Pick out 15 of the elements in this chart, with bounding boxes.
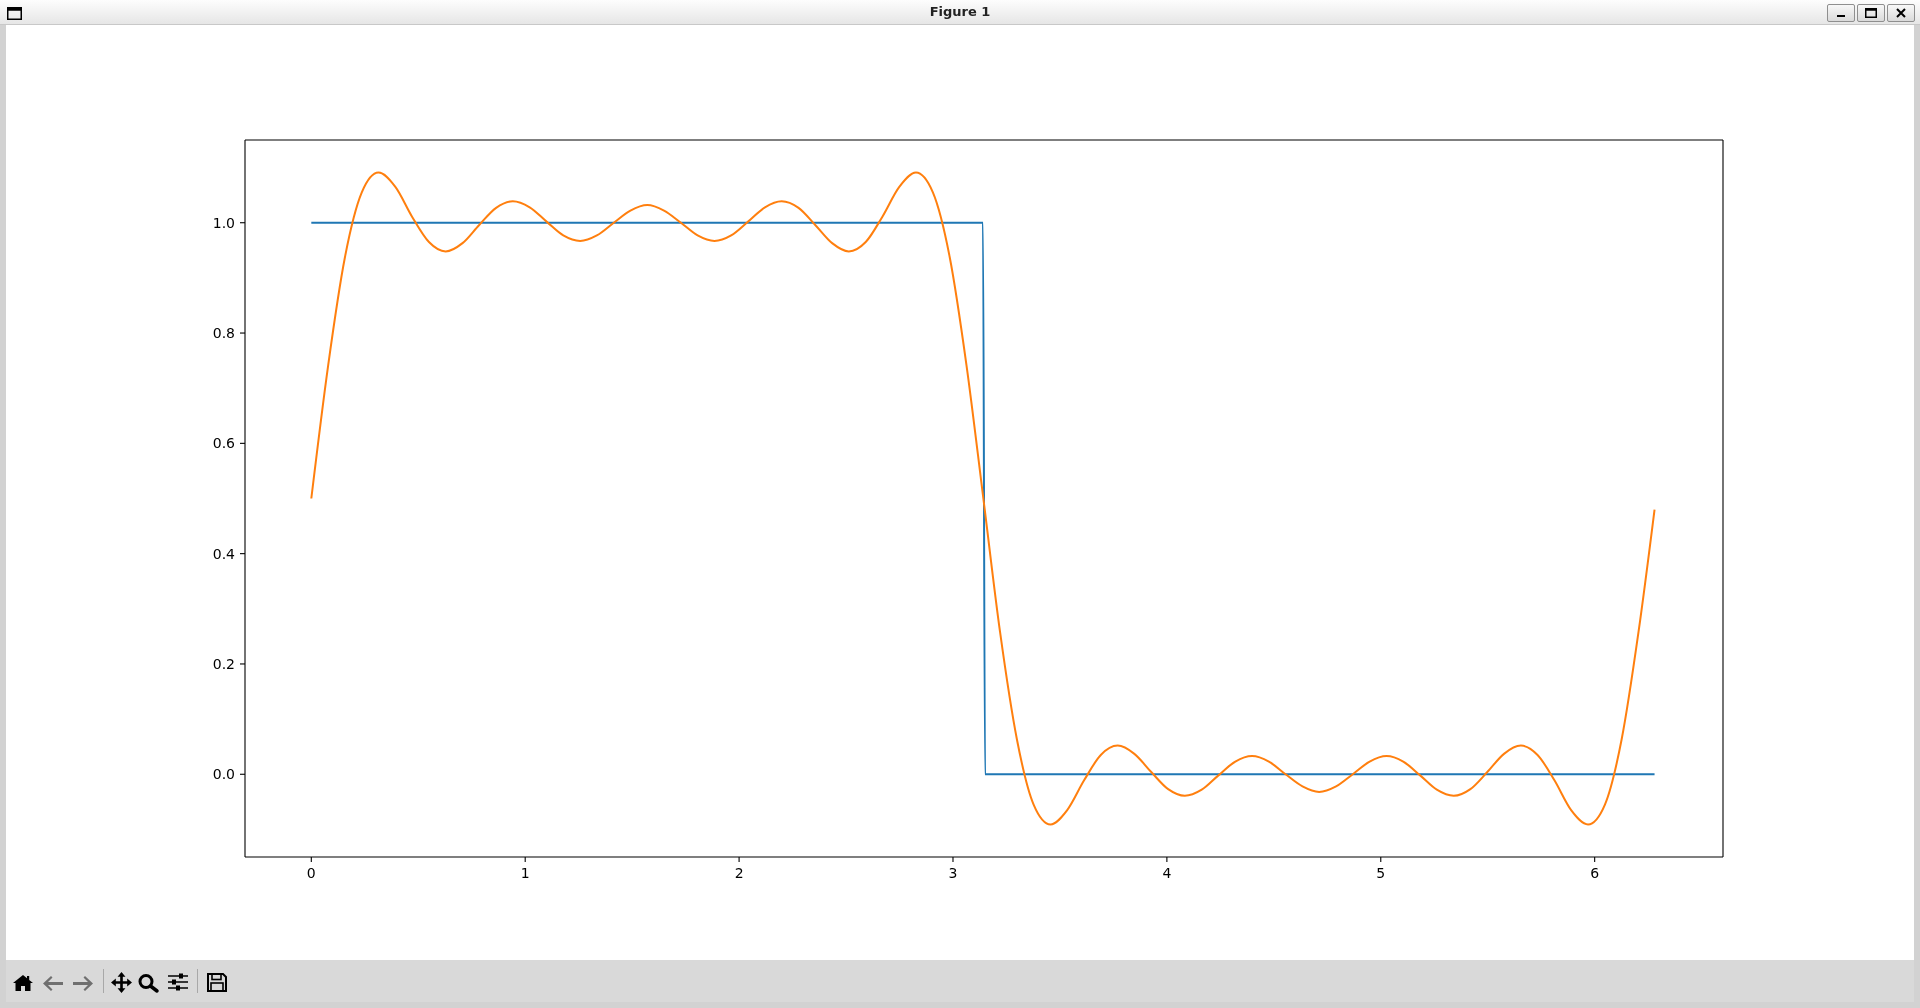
- y-tick-label: 0.2: [212, 655, 235, 672]
- x-tick-label: 0: [306, 864, 316, 881]
- x-tick-label: 2: [734, 864, 744, 881]
- x-tick-label: 5: [1376, 864, 1386, 881]
- y-tick-label: 1.0: [212, 214, 235, 231]
- y-tick-label: 0.8: [212, 325, 235, 342]
- x-tick-label: 6: [1590, 864, 1600, 881]
- x-tick-label: 1: [520, 864, 530, 881]
- x-tick-label: 4: [1162, 864, 1172, 881]
- chart-title: Figure 1: [928, 4, 992, 20]
- y-tick-label: 0.0: [212, 766, 235, 783]
- y-tick-label: 0.4: [212, 545, 236, 562]
- y-tick-label: 0.6: [212, 435, 236, 452]
- x-tick-label: 3: [948, 864, 958, 881]
- line-series: [310, 171, 1656, 826]
